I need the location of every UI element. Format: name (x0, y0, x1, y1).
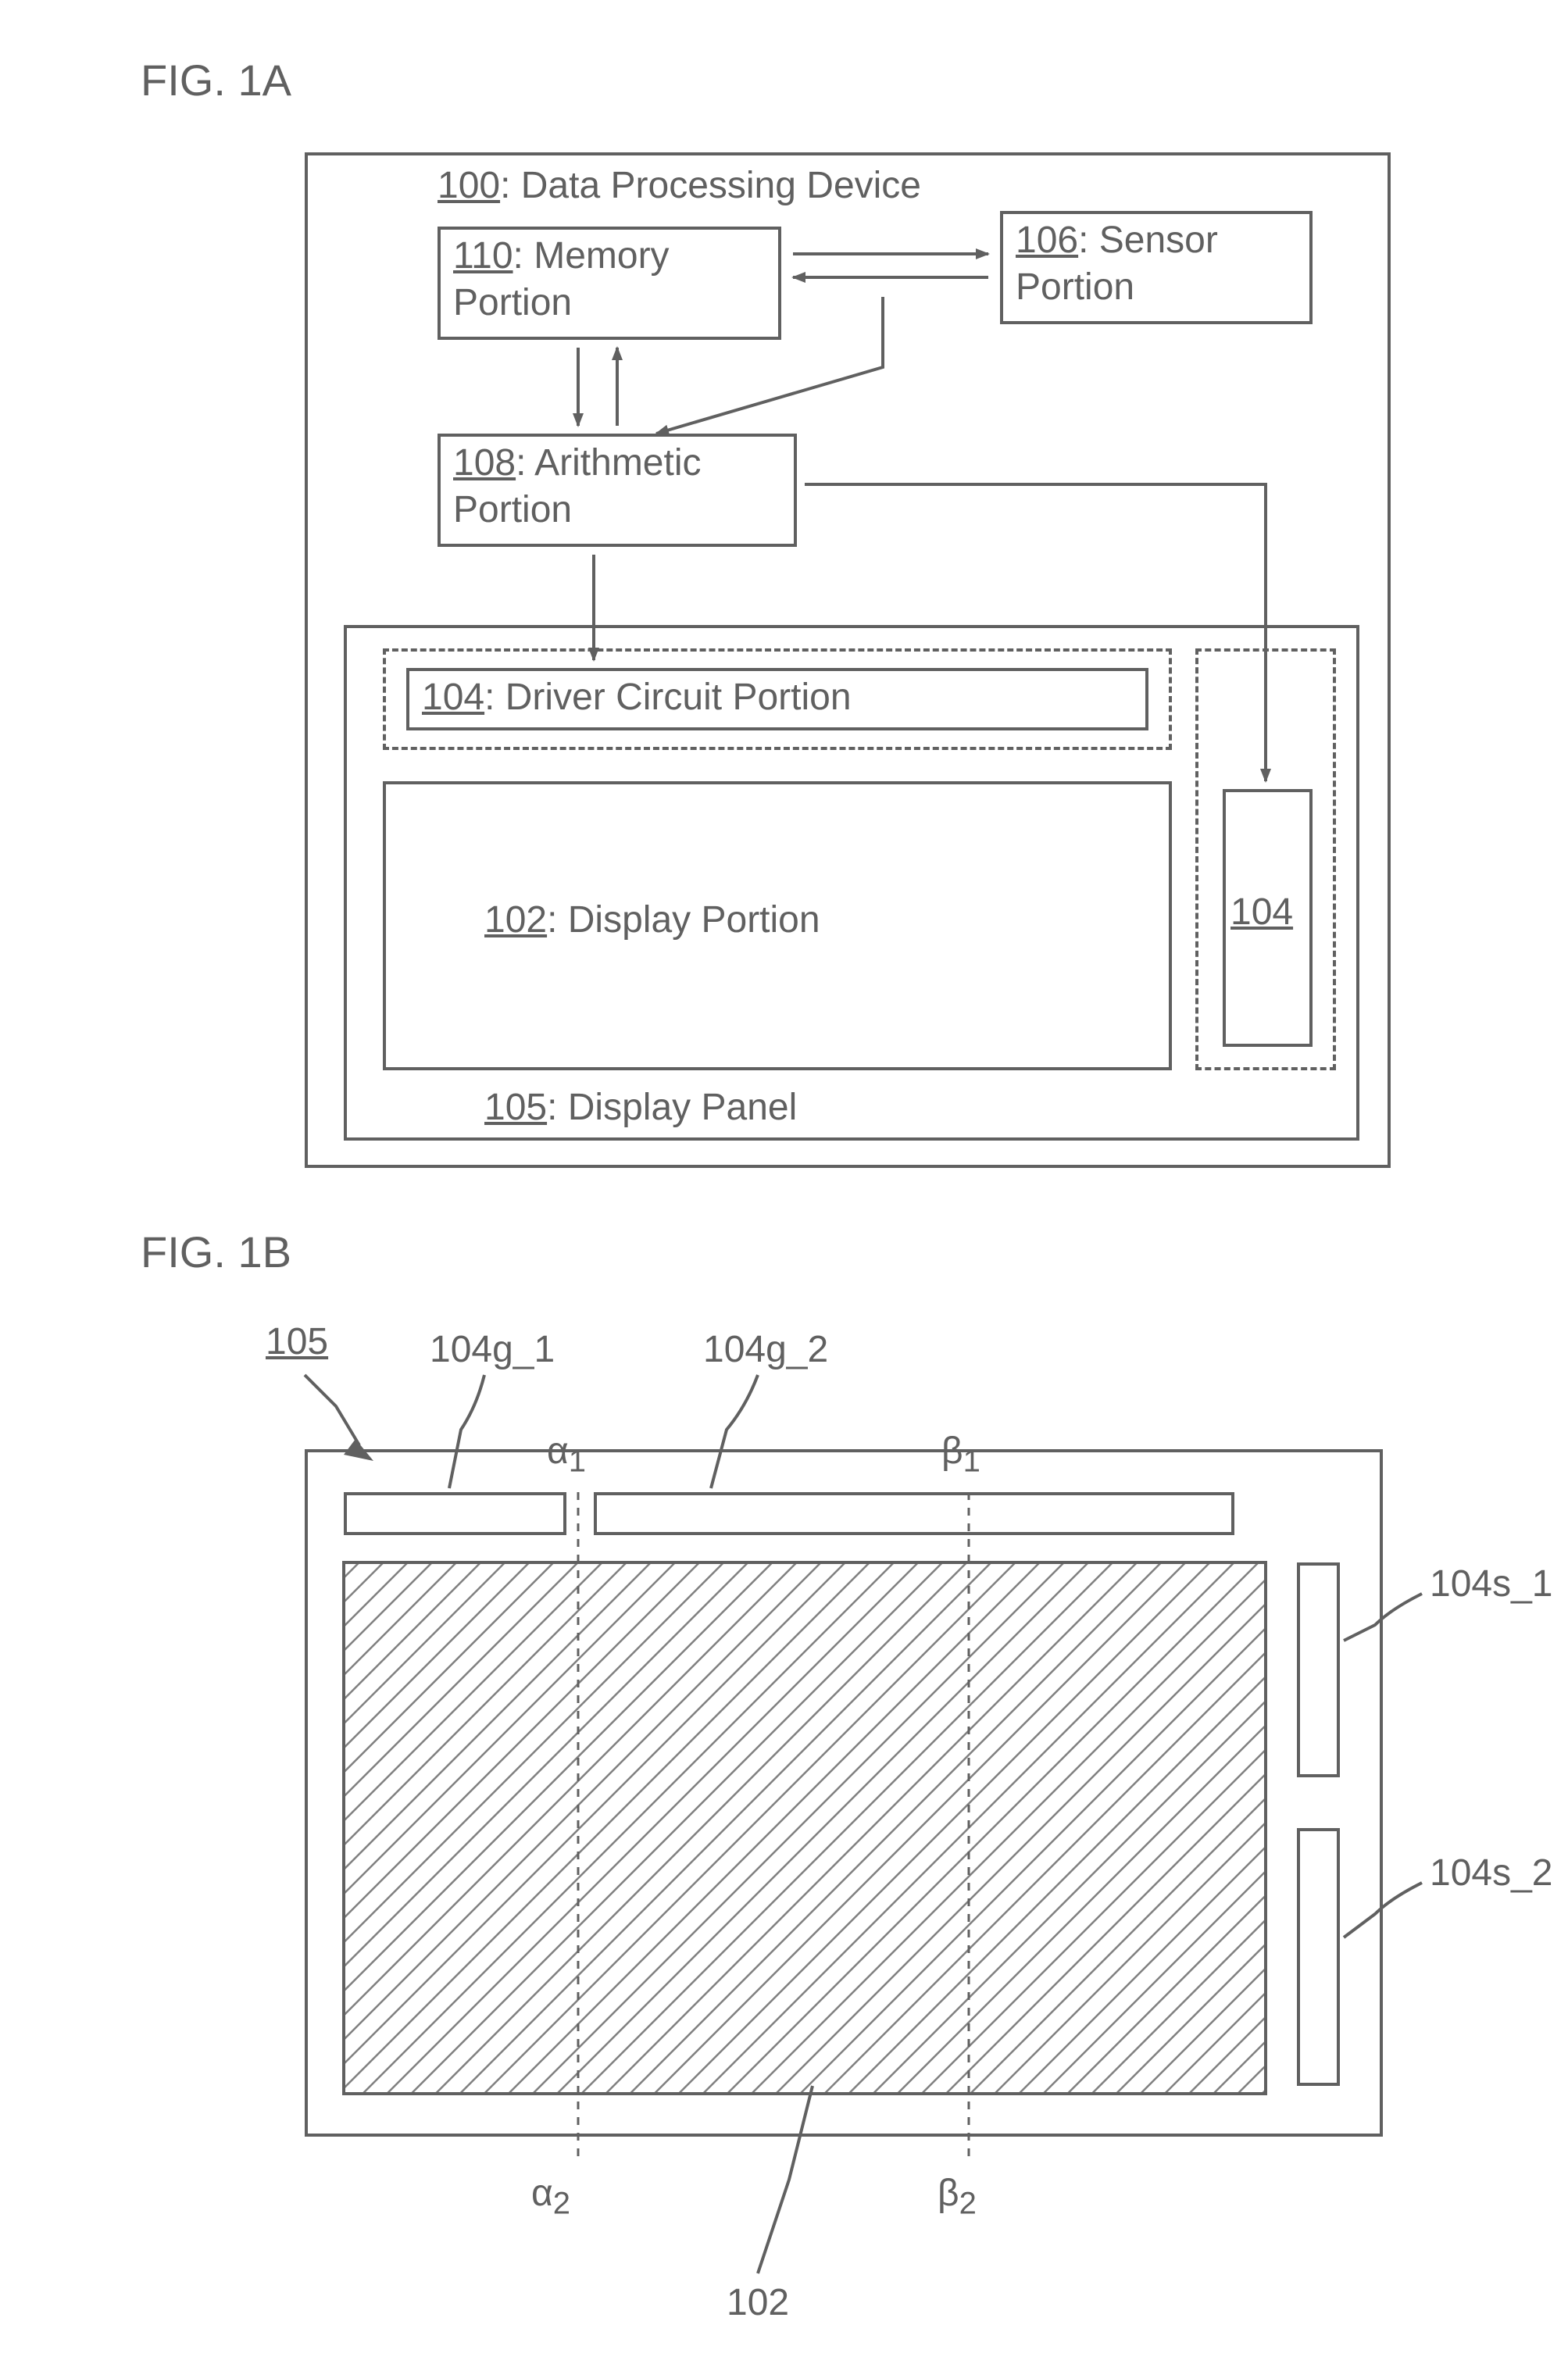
arithmetic-label-2: Portion (453, 488, 572, 531)
alpha2-label: α2 (531, 2172, 570, 2222)
panel-label: 105: Display Panel (484, 1086, 797, 1129)
memory-label-2: Portion (453, 281, 572, 324)
s1-bar (1297, 1562, 1340, 1777)
memory-label-1: 110: Memory (453, 234, 670, 277)
panel-ref-label: 105 (266, 1320, 328, 1363)
g2-bar (594, 1492, 1234, 1535)
g1-label: 104g_1 (430, 1328, 555, 1371)
s1-label: 104s_1 (1430, 1562, 1552, 1605)
alpha1-label: α1 (547, 1430, 586, 1480)
driver-side-label: 104 (1230, 891, 1293, 934)
g2-label: 104g_2 (703, 1328, 828, 1371)
beta2-label: β2 (938, 2172, 977, 2222)
s2-label: 104s_2 (1430, 1852, 1552, 1894)
fig-1b-title: FIG. 1B (141, 1227, 291, 1277)
arithmetic-label-1: 108: Arithmetic (453, 441, 702, 484)
fig-1a-title: FIG. 1A (141, 55, 291, 105)
beta1-label: β1 (941, 1430, 980, 1480)
sensor-label-1: 106: Sensor (1016, 219, 1218, 262)
fig1b-outer-box (305, 1449, 1383, 2137)
device-label: 100: Data Processing Device (438, 164, 921, 207)
driver-label: 104: Driver Circuit Portion (422, 676, 852, 719)
display-label: 102: Display Portion (484, 898, 820, 941)
display-ref-label: 102 (727, 2281, 789, 2324)
g1-bar (344, 1492, 566, 1535)
s2-bar (1297, 1828, 1340, 2086)
sensor-label-2: Portion (1016, 266, 1134, 309)
